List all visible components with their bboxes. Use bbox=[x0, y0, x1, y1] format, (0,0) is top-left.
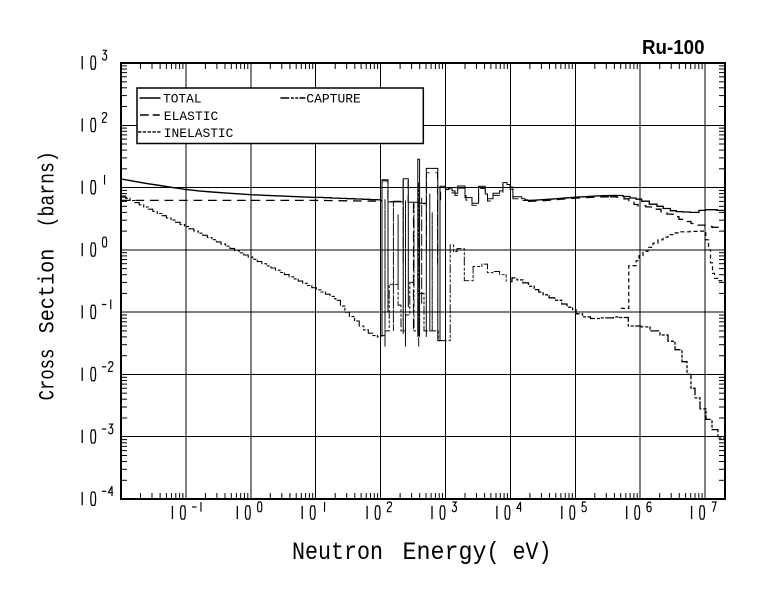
svg-text:( eV): ( eV) bbox=[487, 538, 552, 567]
svg-text:Neutron: Neutron bbox=[292, 538, 383, 567]
svg-text:(barns): (barns) bbox=[36, 151, 61, 227]
svg-text:Cross: Cross bbox=[36, 349, 61, 401]
svg-text:Section: Section bbox=[36, 249, 61, 334]
svg-text:ELASTIC: ELASTIC bbox=[164, 109, 219, 124]
svg-text:CAPTURE: CAPTURE bbox=[306, 92, 361, 107]
svg-text:Energy: Energy bbox=[403, 538, 487, 567]
svg-text:TOTAL: TOTAL bbox=[163, 92, 202, 107]
svg-text:INELASTIC: INELASTIC bbox=[164, 126, 234, 141]
svg-text:Ru-100: Ru-100 bbox=[642, 37, 705, 59]
